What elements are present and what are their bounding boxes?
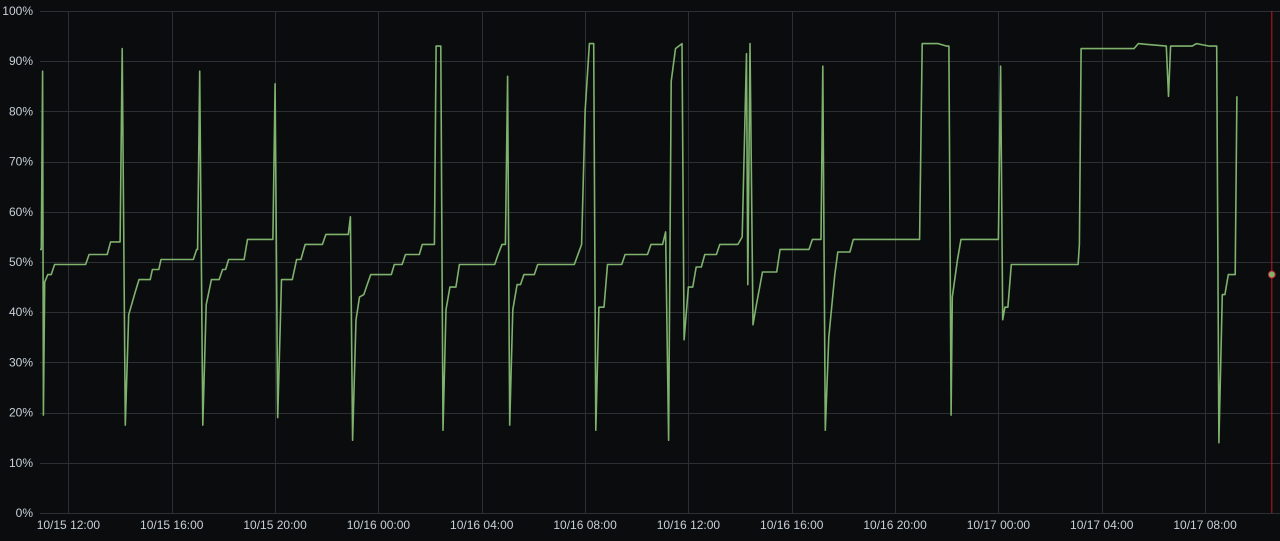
- y-tick-label: 90%: [9, 54, 33, 68]
- y-grid: [40, 11, 1280, 514]
- cursor-point: [1267, 270, 1276, 279]
- x-tick-label: 10/16 00:00: [347, 518, 411, 532]
- x-tick-label: 10/17 04:00: [1070, 518, 1134, 532]
- y-tick-label: 70%: [9, 155, 33, 169]
- series-line: [40, 42, 1238, 444]
- y-tick-label: 0%: [16, 506, 34, 520]
- x-tick-label: 10/15 12:00: [37, 518, 101, 532]
- y-axis-labels: 0% 10% 20% 30% 40% 50% 60% 70% 80% 90% 100%: [2, 4, 33, 520]
- x-tick-label: 10/16 16:00: [760, 518, 824, 532]
- y-tick-label: 100%: [2, 4, 33, 18]
- hover-cursor: [1267, 11, 1276, 513]
- x-tick-label: 10/17 00:00: [967, 518, 1031, 532]
- x-grid: [68, 11, 1206, 513]
- x-tick-label: 10/15 20:00: [243, 518, 307, 532]
- y-tick-label: 20%: [9, 406, 33, 420]
- x-axis-labels: 10/15 12:00 10/15 16:00 10/15 20:00 10/16 0…: [37, 518, 1237, 532]
- y-tick-label: 60%: [9, 205, 33, 219]
- y-tick-label: 30%: [9, 355, 33, 369]
- x-tick-label: 10/16 04:00: [450, 518, 514, 532]
- x-tick-label: 10/17 08:00: [1173, 518, 1237, 532]
- y-tick-label: 80%: [9, 104, 33, 118]
- series-group: [40, 42, 1238, 444]
- x-tick-label: 10/16 12:00: [657, 518, 721, 532]
- y-tick-label: 40%: [9, 305, 33, 319]
- x-tick-label: 10/16 08:00: [553, 518, 617, 532]
- y-tick-label: 50%: [9, 255, 33, 269]
- x-tick-label: 10/15 16:00: [140, 518, 204, 532]
- y-tick-label: 10%: [9, 456, 33, 470]
- x-tick-label: 10/16 20:00: [863, 518, 927, 532]
